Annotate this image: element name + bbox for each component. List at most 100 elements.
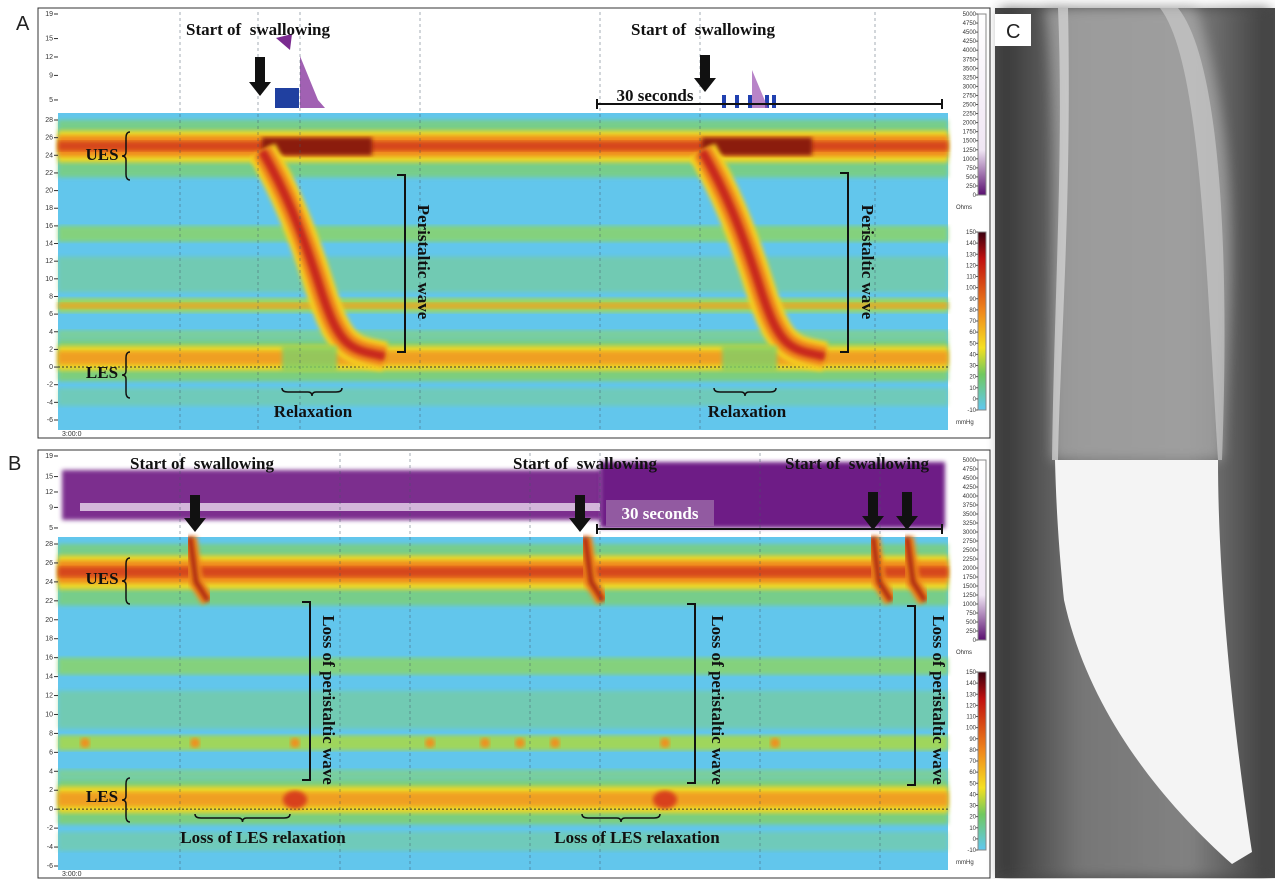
y-tick-label: 28: [45, 541, 53, 548]
colorbar-tick-label: 750: [966, 166, 977, 172]
colorbar-tick-label: 150: [966, 670, 977, 676]
colorbar-tick-label: 140: [966, 681, 977, 687]
hot-spot: [190, 738, 200, 748]
colorbar-unit: Ohms: [956, 650, 972, 656]
heat-band: [58, 226, 948, 242]
start-label: Start of swallowing: [513, 454, 658, 473]
hot-spot: [425, 738, 435, 748]
colorbar-tick-label: 4000: [963, 494, 977, 500]
y-tick-label: 4: [49, 768, 53, 775]
y-tick-label: 16: [45, 223, 53, 230]
colorbar-tick-label: 100: [966, 726, 977, 732]
colorbar-tick-label: 3500: [963, 512, 977, 518]
hot-spot: [80, 738, 90, 748]
colorbar-tick-label: 40: [969, 352, 976, 358]
colorbar-tick-label: 30: [969, 804, 976, 810]
colorbar-tick-label: 10: [969, 386, 976, 392]
impedance-mark: [735, 95, 739, 108]
y-tick-label: -2: [47, 382, 53, 389]
colorbar-tick-label: 60: [969, 770, 976, 776]
colorbar-tick-label: 4000: [963, 48, 977, 54]
impedance-tick-label: 5: [49, 97, 53, 104]
colorbar-tick-label: 2500: [963, 103, 977, 109]
y-tick-label: -4: [47, 399, 53, 406]
les-label: LES: [86, 363, 118, 382]
heat-band: [58, 658, 948, 675]
colorbar-tick-label: -10: [967, 848, 976, 854]
colorbar-tick-label: 20: [969, 815, 976, 821]
colorbar-tick-label: -10: [967, 408, 976, 414]
colorbar-tick-label: 3750: [963, 57, 977, 63]
colorbar-tick-label: 5000: [963, 458, 977, 464]
wave-label: Loss of peristaltic wave: [319, 615, 338, 785]
wave-label: Peristaltic wave: [858, 205, 877, 320]
y-tick-label: 6: [49, 749, 53, 756]
wave-label: Peristaltic wave: [414, 205, 433, 320]
heat-band: [58, 303, 948, 309]
colorbar-tick-label: 30: [969, 364, 976, 370]
colorbar-tick-label: 3500: [963, 66, 977, 72]
colorbar-tick-label: 60: [969, 330, 976, 336]
colorbar-tick-label: 3250: [963, 75, 977, 81]
y-tick-label: 6: [49, 311, 53, 318]
y-tick-label: 22: [45, 170, 53, 177]
colorbar-tick-label: 50: [969, 781, 976, 787]
y-tick-label: 20: [45, 188, 53, 195]
colorbar-tick-label: 1500: [963, 584, 977, 590]
y-tick-label: 12: [45, 258, 53, 265]
colorbar-tick-label: 110: [966, 715, 976, 721]
relaxation-label: Relaxation: [274, 402, 353, 421]
y-tick-label: 8: [49, 730, 53, 737]
y-tick-label: 14: [45, 674, 53, 681]
colorbar-tick-label: 250: [966, 184, 977, 190]
y-tick-label: 24: [45, 152, 53, 159]
impedance-mark: [748, 95, 752, 108]
colorbar-tick-label: 3750: [963, 503, 977, 509]
y-tick-label: -6: [47, 863, 53, 870]
y-tick-label: 20: [45, 617, 53, 624]
heat-band: [58, 792, 948, 806]
y-tick-label: 18: [45, 205, 53, 212]
colorbar-tick-label: 4500: [963, 476, 977, 482]
y-tick-label: 24: [45, 579, 53, 586]
hot-spot: [480, 738, 490, 748]
impedance-tick-label: 12: [45, 54, 53, 61]
colorbar-tick-label: 5000: [963, 12, 977, 18]
hot-spot: [660, 738, 670, 748]
impedance-tick-label: 9: [49, 504, 53, 511]
impedance-mark: [772, 95, 776, 108]
relaxation-label: Relaxation: [708, 402, 787, 421]
relaxation-label: Loss of LES relaxation: [554, 828, 720, 847]
relaxation-label: Loss of LES relaxation: [180, 828, 346, 847]
colorbar: [978, 672, 986, 850]
colorbar-tick-label: 50: [969, 341, 976, 347]
y-tick-label: 0: [49, 806, 53, 813]
colorbar-tick-label: 1250: [963, 148, 977, 154]
y-tick-label: 28: [45, 117, 53, 124]
impedance-band: [62, 470, 602, 520]
les-spot: [283, 791, 307, 809]
les-relaxation: [282, 346, 337, 372]
start-label: Start of swallowing: [785, 454, 930, 473]
colorbar-tick-label: 80: [969, 308, 976, 314]
heat-band: [58, 141, 948, 151]
colorbar-tick-label: 250: [966, 629, 977, 635]
colorbar-tick-label: 40: [969, 792, 976, 798]
start-label: Start of swallowing: [130, 454, 275, 473]
impedance-mark: [275, 88, 299, 108]
y-tick-label: 0: [49, 364, 53, 371]
colorbar-unit: Ohms: [956, 205, 972, 211]
colorbar-tick-label: 3000: [963, 84, 977, 90]
hot-spot: [515, 738, 525, 748]
colorbar-tick-label: 4250: [963, 485, 977, 491]
duration-label: 30 seconds: [617, 86, 694, 105]
y-tick-label: 10: [45, 711, 53, 718]
time-label: 3:00:0: [62, 871, 82, 878]
colorbar-tick-label: 2250: [963, 112, 977, 118]
colorbar-tick-label: 10: [969, 826, 976, 832]
heat-band: [58, 691, 948, 729]
heat-band: [58, 388, 948, 406]
colorbar-tick-label: 2250: [963, 557, 977, 563]
colorbar-tick-label: 1000: [963, 157, 977, 163]
colorbar-tick-label: 120: [966, 703, 977, 709]
